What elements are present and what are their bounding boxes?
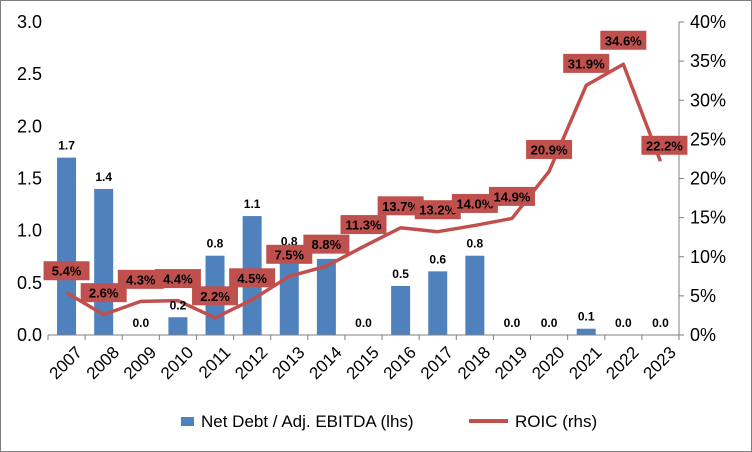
y-left-tick-label: 1.5	[17, 169, 42, 189]
y-right-tick-label: 30%	[690, 90, 726, 110]
line-label-text: 2.2%	[200, 289, 230, 304]
line-label-box	[600, 30, 647, 50]
line-label-text: 5.4%	[52, 264, 82, 279]
line-data-label: 7.5%	[266, 244, 313, 264]
bar-data-label: 0.5	[392, 267, 409, 281]
line-data-label: 14.0%	[451, 193, 498, 213]
line-label-box	[303, 234, 350, 254]
line-label-box	[229, 268, 276, 288]
y-left-tick-label: 0.0	[17, 325, 42, 345]
y-right-tick-label: 5%	[690, 286, 716, 306]
bar-data-label: 1.7	[58, 139, 75, 153]
line-label-box	[563, 53, 610, 73]
bar-2017	[428, 271, 448, 335]
bar-2013	[279, 253, 299, 335]
line-label-text: 31.9%	[568, 56, 605, 71]
y-right-tick-label: 40%	[690, 12, 726, 32]
line-data-label: 14.9%	[488, 186, 535, 206]
line-data-label: 2.6%	[80, 283, 127, 303]
line-label-text: 2.6%	[89, 286, 119, 301]
line-label-box	[377, 196, 424, 216]
bar-data-label: 0.0	[541, 316, 558, 330]
line-label-text: 13.2%	[419, 203, 456, 218]
y-left-tick-label: 0.5	[17, 273, 42, 293]
bar-2021	[576, 328, 596, 335]
line-data-label: 4.4%	[154, 269, 201, 289]
line-label-text: 13.7%	[382, 199, 419, 214]
line-label-text: 20.9%	[531, 142, 568, 157]
bar-data-label: 0.6	[429, 252, 446, 266]
legend-label-bar: Net Debt / Adj. EBITDA (lhs)	[201, 412, 414, 431]
line-data-label: 11.3%	[340, 215, 387, 235]
line-label-text: 22.2%	[646, 138, 683, 153]
bar-2016	[391, 285, 411, 335]
line-label-text: 4.5%	[237, 271, 267, 286]
line-label-box	[340, 215, 387, 235]
line-label-box	[43, 261, 90, 281]
bar-2007	[57, 157, 77, 335]
line-data-label: 22.2%	[641, 135, 688, 155]
line-label-text: 4.4%	[163, 272, 193, 287]
line-data-label: 34.6%	[600, 30, 647, 50]
bar-data-label: 0.0	[615, 316, 632, 330]
bar-data-labels: 1.71.40.00.20.81.10.80.00.50.60.80.0 0.0 0…	[58, 139, 669, 330]
bar-data-label: 0.0	[132, 316, 149, 330]
legend: Net Debt / Adj. EBITDA (lhs) ROIC (rhs)	[181, 412, 597, 431]
line-label-box	[488, 186, 535, 206]
line-label-box	[526, 139, 573, 159]
line-label-text: 34.6%	[605, 33, 642, 48]
bar-data-label: 1.4	[95, 170, 112, 184]
line-data-labels: 5.4%2.6%4.3% 4.4%2.2%4.5%7.5%8.8%11.3%13.…	[43, 30, 688, 306]
bar-2018	[465, 255, 485, 335]
line-label-text: 4.3%	[126, 272, 156, 287]
y-right-tick-label: 0%	[690, 325, 716, 345]
line-label-text: 14.0%	[456, 196, 493, 211]
y-left-tick-label: 3.0	[17, 12, 42, 32]
line-label-box	[266, 244, 313, 264]
line-data-label: 4.3%	[117, 269, 164, 289]
y-right-tick-label: 15%	[690, 208, 726, 228]
line-label-box	[641, 135, 688, 155]
y-right-tick-label: 35%	[690, 51, 726, 71]
bar-2014	[316, 258, 336, 335]
line-label-text: 7.5%	[274, 247, 304, 262]
bar-data-label: 0.0	[355, 316, 372, 330]
legend-label-line: ROIC (rhs)	[515, 412, 597, 431]
bar-data-label: 0.0	[504, 316, 521, 330]
bar-data-label: 0.0	[652, 316, 669, 330]
line-data-label: 5.4%	[43, 261, 90, 281]
bar-data-label: 1.1	[244, 197, 261, 211]
y-right-tick-label: 10%	[690, 247, 726, 267]
y-left-tick-label: 2.5	[17, 64, 42, 84]
line-data-label: 13.7%	[377, 196, 424, 216]
line-label-box	[414, 200, 461, 220]
line-label-box	[154, 269, 201, 289]
line-data-label: 20.9%	[526, 139, 573, 159]
line-data-label: 13.2%	[414, 200, 461, 220]
line-label-text: 11.3%	[345, 218, 382, 233]
line-label-text: 14.9%	[494, 189, 531, 204]
bar-data-label: 0.8	[207, 237, 224, 251]
line-data-label: 8.8%	[303, 234, 350, 254]
bar-data-label: 0.1	[578, 310, 595, 324]
line-label-box	[451, 193, 498, 213]
y-right-tick-label: 20%	[690, 169, 726, 189]
line-data-label: 4.5%	[229, 268, 276, 288]
legend-swatch-bar	[181, 417, 194, 426]
y-right-tick-label: 25%	[690, 129, 726, 149]
y-left-tick-label: 2.0	[17, 116, 42, 136]
line-data-label: 31.9%	[563, 53, 610, 73]
line-label-box	[80, 283, 127, 303]
line-label-box	[192, 286, 239, 306]
line-label-text: 8.8%	[312, 237, 342, 252]
line-data-label: 2.2%	[192, 286, 239, 306]
bar-2010	[168, 317, 188, 335]
bar-data-label: 0.2	[170, 298, 187, 312]
y-left-tick-label: 1.0	[17, 221, 42, 241]
bar-data-label: 0.8	[467, 237, 484, 251]
line-label-box	[117, 269, 164, 289]
